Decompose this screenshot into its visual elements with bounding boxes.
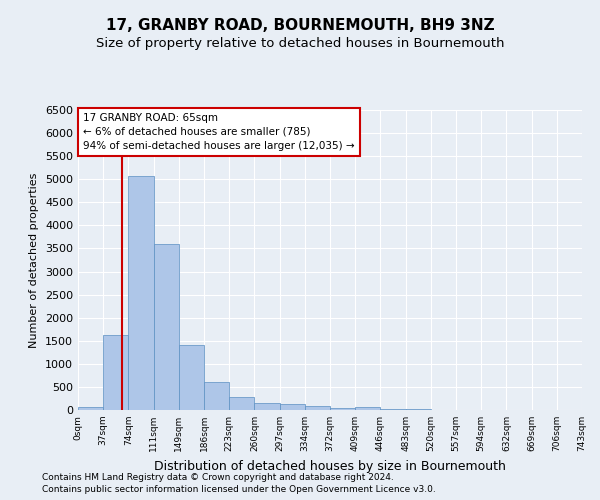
Bar (128, 176, 154, 410)
Bar (179, 346, 204, 410)
Y-axis label: Number of detached properties: Number of detached properties (29, 172, 40, 348)
Text: Contains public sector information licensed under the Open Government Licence v3: Contains public sector information licen… (42, 485, 436, 494)
Text: 17, GRANBY ROAD, BOURNEMOUTH, BH9 3NZ: 17, GRANBY ROAD, BOURNEMOUTH, BH9 3NZ (106, 18, 494, 32)
Bar (229, 396, 254, 410)
Text: 17 GRANBY ROAD: 65sqm
← 6% of detached houses are smaller (785)
94% of semi-deta: 17 GRANBY ROAD: 65sqm ← 6% of detached h… (83, 113, 355, 151)
Bar (280, 404, 305, 410)
Text: Size of property relative to detached houses in Bournemouth: Size of property relative to detached ho… (96, 38, 504, 51)
X-axis label: Distribution of detached houses by size in Bournemouth: Distribution of detached houses by size … (154, 460, 506, 472)
Bar (355, 407, 380, 410)
Bar (78, 407, 103, 410)
Bar (380, 409, 406, 410)
Bar (254, 403, 280, 410)
Bar (330, 408, 355, 410)
Bar (204, 382, 229, 410)
Bar (103, 335, 128, 410)
Bar (154, 244, 179, 410)
Bar (305, 406, 330, 410)
Text: Contains HM Land Registry data © Crown copyright and database right 2024.: Contains HM Land Registry data © Crown c… (42, 472, 394, 482)
